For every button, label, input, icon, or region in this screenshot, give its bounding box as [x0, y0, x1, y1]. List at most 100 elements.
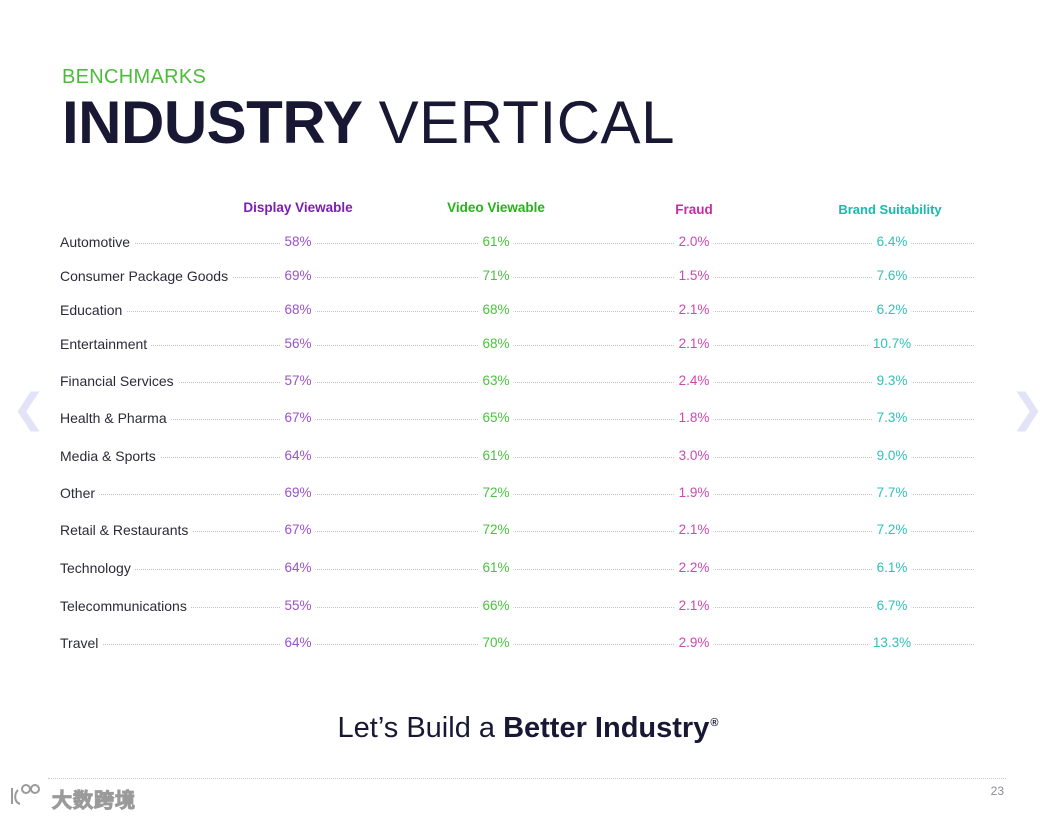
video-viewable-value: 65% — [478, 408, 514, 428]
footer-divider — [48, 778, 1006, 779]
row-leader-dots — [60, 345, 974, 346]
row-label: Retail & Restaurants — [60, 520, 193, 540]
previous-page-arrow-icon[interactable]: ❮ — [12, 387, 46, 431]
row-leader-dots — [60, 243, 974, 244]
row-label: Education — [60, 300, 127, 320]
table-row: Financial Services 57% 63% 2.4% 9.3% — [60, 371, 974, 391]
row-leader-dots — [60, 494, 974, 495]
display-viewable-value: 57% — [280, 371, 316, 391]
tagline-bold: Better Industry — [503, 712, 710, 744]
video-viewable-value: 61% — [478, 446, 514, 466]
brand-suitability-value: 6.1% — [872, 558, 912, 578]
video-viewable-value: 63% — [478, 371, 514, 391]
brand-suitability-value: 9.0% — [872, 446, 912, 466]
video-viewable-value: 70% — [478, 633, 514, 653]
table-row: Media & Sports 64% 61% 3.0% 9.0% — [60, 446, 974, 466]
fraud-value: 2.0% — [674, 232, 714, 252]
row-leader-dots — [60, 644, 974, 645]
row-leader-dots — [60, 531, 974, 532]
row-leader-dots — [60, 277, 974, 278]
watermark-logo-icon — [11, 784, 40, 805]
table-row: Retail & Restaurants 67% 72% 2.1% 7.2% — [60, 520, 974, 540]
display-viewable-value: 67% — [280, 520, 316, 540]
watermark-text: 大数跨境 — [52, 790, 136, 813]
display-viewable-value: 67% — [280, 408, 316, 428]
table-row: Other 69% 72% 1.9% 7.7% — [60, 483, 974, 503]
display-viewable-value: 69% — [280, 266, 316, 286]
fraud-value: 2.2% — [674, 558, 714, 578]
fraud-value: 2.1% — [674, 520, 714, 540]
display-viewable-value: 64% — [280, 558, 316, 578]
video-viewable-value: 61% — [478, 232, 514, 252]
next-page-arrow-icon[interactable]: ❯ — [1010, 387, 1044, 431]
tagline-prefix: Let’s Build a — [337, 712, 504, 744]
brand-suitability-value: 7.6% — [872, 266, 912, 286]
brand-suitability-value: 6.4% — [872, 232, 912, 252]
row-leader-dots — [60, 311, 974, 312]
row-label: Entertainment — [60, 334, 152, 354]
brand-suitability-value: 6.7% — [872, 596, 912, 616]
row-label: Travel — [60, 633, 103, 653]
row-leader-dots — [60, 457, 974, 458]
table-row: Education 68% 68% 2.1% 6.2% — [60, 300, 974, 320]
row-label: Health & Pharma — [60, 408, 171, 428]
watermark-logo: 大数跨境 — [8, 780, 140, 813]
brand-suitability-value: 13.3% — [868, 633, 916, 653]
table-row: Health & Pharma 67% 65% 1.8% 7.3% — [60, 408, 974, 428]
display-viewable-value: 55% — [280, 596, 316, 616]
fraud-value: 1.5% — [674, 266, 714, 286]
display-viewable-value: 64% — [280, 633, 316, 653]
video-viewable-value: 71% — [478, 266, 514, 286]
row-label: Automotive — [60, 232, 135, 252]
row-label: Other — [60, 483, 100, 503]
brand-suitability-value: 7.2% — [872, 520, 912, 540]
brand-suitability-value: 10.7% — [868, 334, 916, 354]
column-header-video-viewable: Video Viewable — [447, 200, 545, 215]
table-row: Telecommunications 55% 66% 2.1% 6.7% — [60, 596, 974, 616]
page-title-light: VERTICAL — [378, 89, 675, 156]
page-title: INDUSTRY VERTICAL — [62, 88, 675, 158]
display-viewable-value: 68% — [280, 300, 316, 320]
fraud-value: 2.1% — [674, 596, 714, 616]
brand-suitability-value: 6.2% — [872, 300, 912, 320]
row-leader-dots — [60, 607, 974, 608]
row-leader-dots — [60, 419, 974, 420]
column-header-display-viewable: Display Viewable — [243, 200, 353, 215]
fraud-value: 3.0% — [674, 446, 714, 466]
video-viewable-value: 72% — [478, 483, 514, 503]
fraud-value: 2.1% — [674, 300, 714, 320]
tagline: Let’s Build a Better Industry® — [0, 712, 1056, 745]
video-viewable-value: 68% — [478, 334, 514, 354]
page-title-bold: INDUSTRY — [62, 89, 363, 156]
fraud-value: 2.1% — [674, 334, 714, 354]
section-eyebrow: BENCHMARKS — [62, 66, 207, 88]
video-viewable-value: 66% — [478, 596, 514, 616]
table-row: Consumer Package Goods 69% 71% 1.5% 7.6% — [60, 266, 974, 286]
row-label: Technology — [60, 558, 135, 578]
fraud-value: 1.9% — [674, 483, 714, 503]
page-number: 23 — [990, 784, 1004, 798]
registered-mark: ® — [710, 717, 719, 730]
column-header-brand-suitability: Brand Suitability — [838, 202, 942, 217]
display-viewable-value: 58% — [280, 232, 316, 252]
brand-suitability-value: 7.3% — [872, 408, 912, 428]
table-row: Automotive 58% 61% 2.0% 6.4% — [60, 232, 974, 252]
row-label: Consumer Package Goods — [60, 266, 233, 286]
row-leader-dots — [60, 569, 974, 570]
table-row: Travel 64% 70% 2.9% 13.3% — [60, 633, 974, 653]
row-label: Telecommunications — [60, 596, 191, 616]
brand-suitability-value: 9.3% — [872, 371, 912, 391]
row-leader-dots — [60, 382, 974, 383]
display-viewable-value: 69% — [280, 483, 316, 503]
brand-suitability-value: 7.7% — [872, 483, 912, 503]
video-viewable-value: 68% — [478, 300, 514, 320]
table-row: Technology 64% 61% 2.2% 6.1% — [60, 558, 974, 578]
display-viewable-value: 56% — [280, 334, 316, 354]
table-row: Entertainment 56% 68% 2.1% 10.7% — [60, 334, 974, 354]
video-viewable-value: 61% — [478, 558, 514, 578]
video-viewable-value: 72% — [478, 520, 514, 540]
row-label: Financial Services — [60, 371, 178, 391]
row-label: Media & Sports — [60, 446, 160, 466]
display-viewable-value: 64% — [280, 446, 316, 466]
